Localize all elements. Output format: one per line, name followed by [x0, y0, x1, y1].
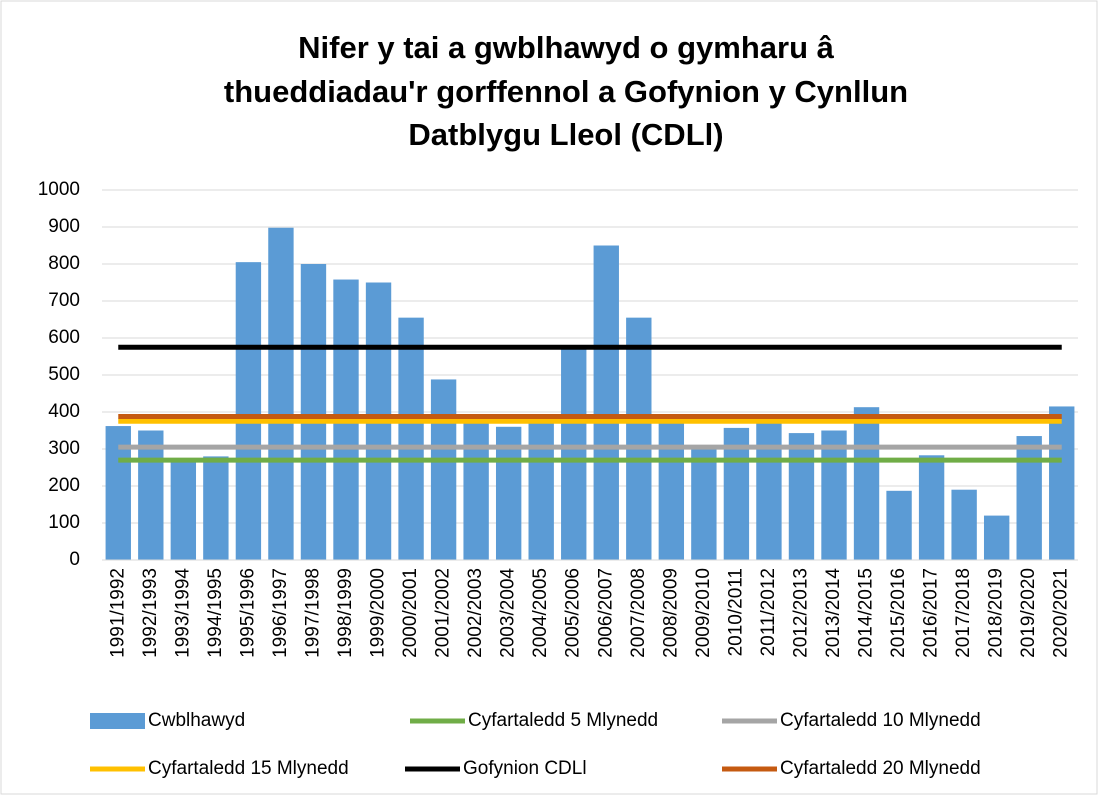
bar	[463, 421, 489, 560]
bar	[951, 489, 977, 560]
bar	[593, 245, 619, 560]
x-tick-label: 1998/1999	[335, 568, 356, 658]
bar	[788, 433, 815, 560]
bar	[398, 317, 424, 560]
y-tick-label: 0	[69, 549, 80, 570]
bar	[268, 227, 294, 561]
bar	[821, 430, 847, 560]
legend-label: Cyfartaledd 20 Mlynedd	[780, 758, 981, 779]
legend-label: Cyfartaledd 15 Mlynedd	[148, 758, 349, 779]
x-tick-label: 2013/2014	[823, 568, 844, 658]
x-tick-label: 2010/2011	[725, 568, 746, 656]
x-tick-label: 2005/2006	[563, 568, 584, 658]
bar	[203, 456, 229, 560]
x-tick-label: 2009/2010	[693, 568, 714, 658]
bar	[983, 515, 1010, 560]
y-tick-label: 400	[48, 401, 80, 422]
bar	[691, 447, 717, 560]
y-tick-label: 600	[48, 327, 80, 348]
bar	[853, 407, 880, 560]
y-tick-label: 200	[48, 475, 80, 496]
x-tick-label: 1999/2000	[368, 568, 389, 658]
x-tick-label: 1995/1996	[237, 568, 258, 658]
bar	[626, 317, 652, 560]
y-tick-label: 800	[48, 253, 80, 274]
x-tick-label: 1991/1992	[107, 568, 128, 658]
legend-label: Cwblhawyd	[148, 710, 245, 731]
y-tick-label: 100	[48, 512, 80, 533]
x-tick-label: 1993/1994	[172, 568, 193, 658]
legend-label: Gofynion CDLl	[463, 758, 587, 779]
legend-label: Cyfartaledd 10 Mlynedd	[780, 710, 981, 731]
x-tick-label: 1992/1993	[140, 568, 161, 658]
bar	[658, 421, 685, 560]
x-tick-label: 2014/2015	[856, 568, 877, 658]
chart-title: Nifer y tai a gwblhawyd o gymharu â	[298, 30, 834, 65]
chart-title: Datblygu Lleol (CDLl)	[408, 117, 723, 152]
y-tick-label: 300	[48, 438, 80, 459]
x-tick-label: 2015/2016	[888, 568, 909, 658]
y-tick-label: 700	[48, 290, 80, 311]
legend-swatch	[90, 713, 145, 729]
x-tick-label: 2003/2004	[498, 568, 519, 658]
x-tick-label: 2008/2009	[660, 568, 681, 658]
x-tick-label: 2016/2017	[921, 568, 942, 658]
x-tick-label: 2018/2019	[986, 568, 1007, 658]
bar	[170, 461, 197, 560]
bar	[756, 421, 782, 560]
y-tick-label: 900	[48, 216, 80, 237]
x-tick-label: 2017/2018	[953, 568, 974, 658]
x-tick-label: 2004/2005	[530, 568, 551, 658]
legend-label: Cyfartaledd 5 Mlynedd	[468, 710, 658, 731]
bar	[235, 262, 262, 560]
y-tick-label: 500	[48, 364, 80, 385]
chart-title: thueddiadau'r gorffennol a Gofynion y Cy…	[224, 74, 908, 109]
bar	[1016, 436, 1042, 560]
x-tick-label: 2011/2012	[758, 568, 779, 656]
bar	[528, 423, 554, 560]
y-tick-label: 1000	[38, 179, 80, 200]
x-tick-label: 2001/2002	[433, 568, 454, 658]
x-tick-label: 2000/2001	[400, 568, 421, 658]
x-tick-label: 2020/2021	[1051, 568, 1072, 658]
x-tick-label: 1997/1998	[302, 568, 323, 658]
x-tick-label: 2019/2020	[1018, 568, 1039, 658]
bar	[138, 430, 164, 560]
bar	[918, 455, 945, 560]
bar	[430, 379, 457, 560]
x-tick-label: 2006/2007	[595, 568, 616, 658]
bar	[886, 490, 912, 560]
x-tick-label: 1996/1997	[270, 568, 291, 658]
x-tick-label: 2012/2013	[790, 568, 811, 658]
bar	[1049, 406, 1075, 560]
bar	[561, 345, 587, 560]
x-tick-label: 2002/2003	[465, 568, 486, 658]
bar	[300, 264, 327, 560]
x-tick-label: 1994/1995	[205, 568, 226, 658]
x-tick-label: 2007/2008	[628, 568, 649, 658]
bar	[723, 427, 750, 560]
